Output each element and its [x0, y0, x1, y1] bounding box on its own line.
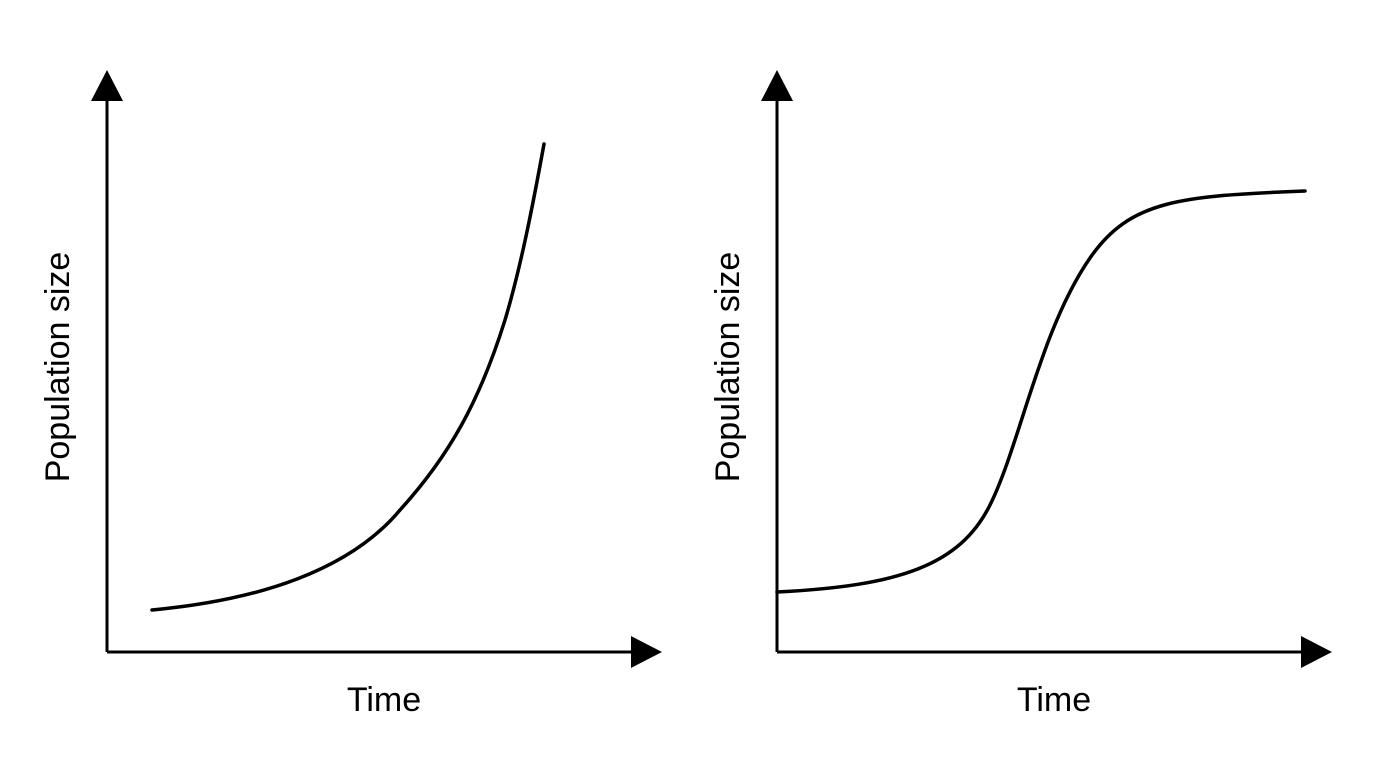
- exponential-curve: [150, 142, 546, 612]
- x-axis-label: Time: [347, 681, 421, 719]
- y-arrowhead: [761, 70, 793, 101]
- logistic-curve: [775, 189, 1307, 594]
- panel-logistic: Time Population size: [709, 70, 1332, 719]
- x-arrowhead: [631, 636, 662, 668]
- y-axis-label: Population size: [709, 252, 747, 483]
- x-arrowhead: [1301, 636, 1332, 668]
- y-axis-label: Population size: [39, 252, 77, 483]
- panel-exponential: Time Population size: [39, 70, 662, 719]
- y-arrowhead: [91, 70, 123, 101]
- x-axis-label: Time: [1017, 681, 1091, 719]
